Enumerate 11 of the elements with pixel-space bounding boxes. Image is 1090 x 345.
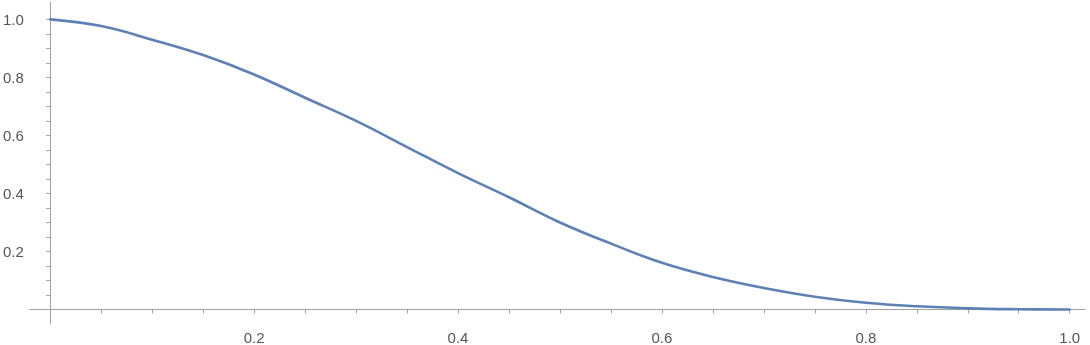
x-tick-label: 0.8 (855, 329, 877, 345)
x-tick-label: 0.6 (651, 329, 673, 345)
y-tick-label: 0.2 (2, 242, 24, 260)
x-tick-label: 0.2 (243, 329, 265, 345)
y-tick-label: 0.8 (2, 68, 24, 86)
y-tick-label: 0.6 (2, 126, 24, 144)
line-series (48, 18, 1072, 311)
y-tick-label: 1.0 (2, 10, 24, 28)
x-tick-label: 1.0 (1059, 329, 1081, 345)
x-tick-label: 0.4 (447, 329, 469, 345)
y-tick-label: 0.4 (2, 184, 24, 202)
